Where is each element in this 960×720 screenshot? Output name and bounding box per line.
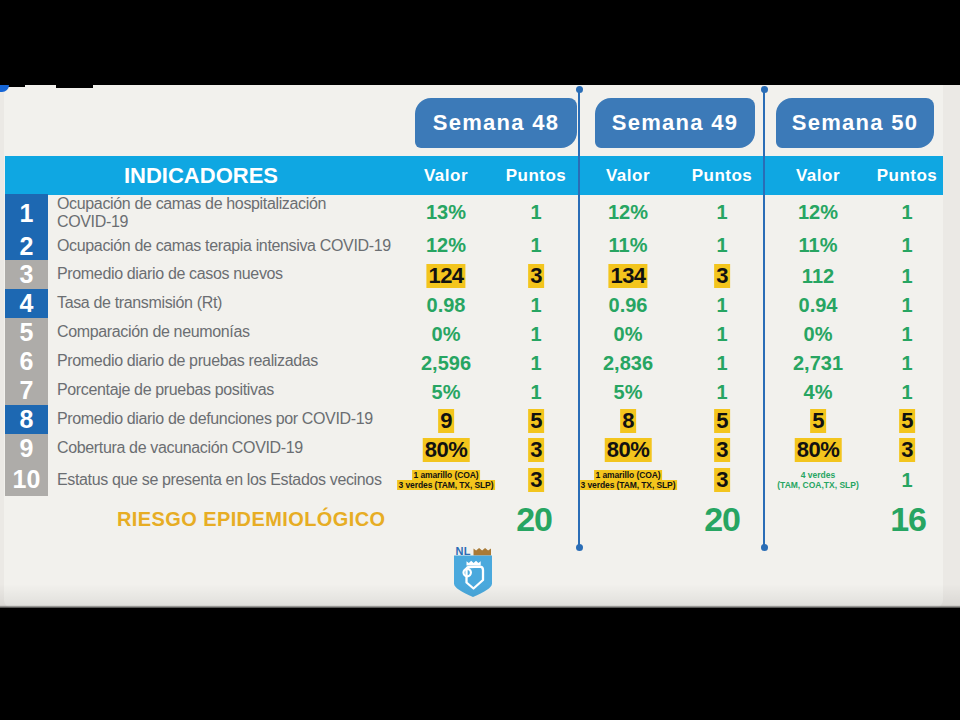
svg-text:NL: NL — [456, 545, 471, 557]
